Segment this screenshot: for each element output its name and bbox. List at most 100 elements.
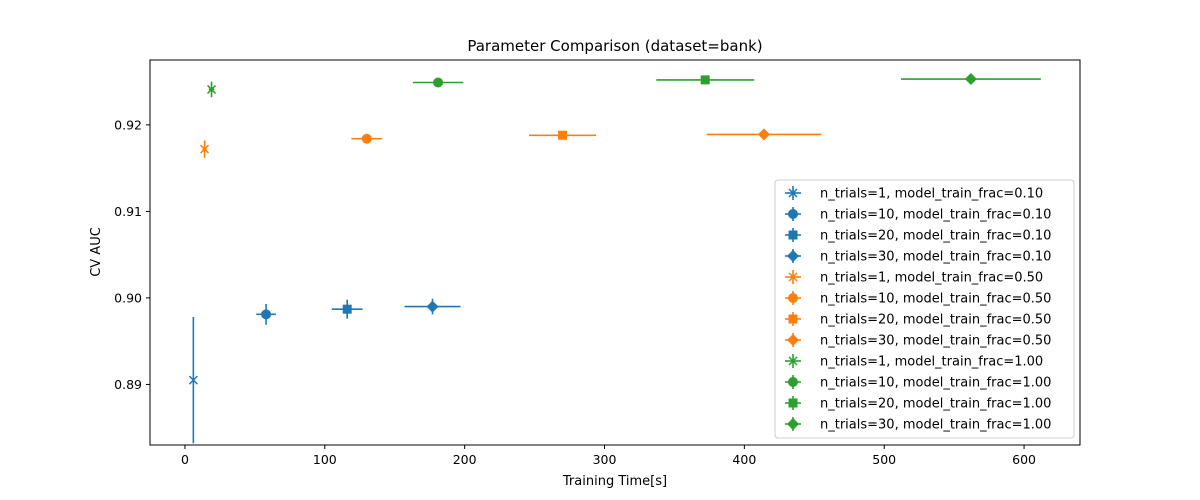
y-tick-label: 0.91	[114, 204, 142, 219]
legend-marker-shape	[787, 418, 799, 430]
data-marker-shape	[261, 309, 272, 320]
legend-marker	[788, 230, 798, 240]
legend-label: n_trials=1, model_train_frac=1.00	[820, 355, 1043, 370]
plot-frame	[149, 59, 1081, 446]
legend-entry-8: n_trials=30, model_train_frac=0.50	[785, 333, 1051, 349]
legend-entry-12: n_trials=30, model_train_frac=1.00	[785, 417, 1051, 433]
legend-marker-shape	[788, 209, 798, 219]
legend-label: n_trials=20, model_train_frac=0.50	[820, 313, 1051, 328]
data-marker	[426, 300, 439, 313]
data-point-12	[900, 73, 1041, 86]
data-point-10	[412, 77, 464, 88]
data-point-8	[706, 128, 822, 141]
x-tick-label: 100	[313, 452, 337, 467]
legend-entry-9: n_trials=1, model_train_frac=1.00	[785, 354, 1043, 370]
legend-marker	[788, 209, 798, 219]
legend-marker-shape	[788, 398, 798, 408]
data-marker-stroke-b	[207, 84, 217, 94]
legend-marker-shape	[788, 230, 798, 240]
data-marker-shape	[558, 130, 568, 140]
data-point-2	[256, 303, 276, 325]
plot-marks	[188, 73, 1041, 444]
legend-marker	[788, 377, 798, 387]
x-tick-label: 600	[1012, 452, 1036, 467]
data-marker	[558, 130, 568, 140]
legend-box	[774, 179, 1075, 439]
legend-label: n_trials=30, model_train_frac=1.00	[820, 418, 1051, 433]
legend-marker	[787, 250, 799, 262]
legend-label: n_trials=20, model_train_frac=0.10	[820, 229, 1051, 244]
data-marker-shape	[342, 304, 352, 314]
x-axis-label: Training Time[s]	[562, 474, 667, 489]
legend-marker	[788, 188, 798, 198]
legend-label: n_trials=10, model_train_frac=0.10	[820, 208, 1051, 223]
data-marker	[261, 309, 272, 320]
data-marker	[964, 73, 977, 86]
data-marker-shape	[426, 300, 439, 313]
legend-marker	[788, 398, 798, 408]
legend-marker	[788, 293, 798, 303]
legend-marker-shape	[788, 314, 798, 324]
data-marker	[433, 77, 444, 88]
data-marker-shape	[700, 75, 710, 85]
legend-label: n_trials=10, model_train_frac=1.00	[820, 376, 1051, 391]
data-point-7	[528, 130, 597, 140]
data-marker	[188, 375, 198, 385]
legend-entry-4: n_trials=30, model_train_frac=0.10	[785, 249, 1051, 265]
legend-marker-stroke-b	[788, 356, 798, 366]
data-marker	[757, 128, 770, 141]
y-axis-label: CV AUC	[89, 227, 104, 277]
data-marker-shape	[433, 77, 444, 88]
legend-marker-shape	[788, 377, 798, 387]
data-marker-shape	[361, 133, 372, 144]
data-marker	[342, 304, 352, 314]
legend-label: n_trials=1, model_train_frac=0.50	[820, 271, 1043, 286]
x-tick-label: 500	[872, 452, 896, 467]
legend: n_trials=1, model_train_frac=0.10 n_trial…	[774, 179, 1075, 439]
legend-entry-7: n_trials=20, model_train_frac=0.50	[785, 312, 1051, 328]
legend-marker-shape	[788, 293, 798, 303]
data-point-4	[404, 298, 461, 315]
legend-marker-shape	[787, 334, 799, 346]
legend-label: n_trials=1, model_train_frac=0.10	[820, 187, 1043, 202]
legend-entry-5: n_trials=1, model_train_frac=0.50	[785, 270, 1043, 286]
data-point-5	[200, 140, 210, 158]
data-point-1	[188, 316, 198, 444]
data-marker	[200, 144, 210, 154]
legend-marker-stroke-b	[788, 188, 798, 198]
x-tick-label: 400	[732, 452, 756, 467]
legend-marker	[788, 272, 798, 282]
legend-entry-11: n_trials=20, model_train_frac=1.00	[785, 396, 1051, 412]
legend-entry-3: n_trials=20, model_train_frac=0.10	[785, 228, 1051, 244]
legend-entry-1: n_trials=1, model_train_frac=0.10	[785, 186, 1043, 202]
x-tick-label: 200	[453, 452, 477, 467]
legend-marker-stroke-b	[788, 272, 798, 282]
legend-label: n_trials=30, model_train_frac=0.10	[820, 250, 1051, 265]
legend-marker-shape	[787, 250, 799, 262]
data-point-9	[207, 81, 217, 98]
data-point-3	[331, 299, 363, 319]
data-marker-shape	[964, 73, 977, 86]
data-marker	[700, 75, 710, 85]
legend-marker	[788, 314, 798, 324]
data-point-11	[656, 75, 755, 85]
legend-marker	[788, 356, 798, 366]
y-tick-label: 0.92	[114, 117, 142, 132]
data-marker-shape	[757, 128, 770, 141]
legend-entry-2: n_trials=10, model_train_frac=0.10	[785, 207, 1051, 223]
legend-label: n_trials=30, model_train_frac=0.50	[820, 334, 1051, 349]
legend-marker	[787, 334, 799, 346]
data-marker	[361, 133, 372, 144]
legend-label: n_trials=20, model_train_frac=1.00	[820, 397, 1051, 412]
y-tick-label: 0.90	[114, 290, 142, 305]
legend-label: n_trials=10, model_train_frac=0.50	[820, 292, 1051, 307]
legend-entry-6: n_trials=10, model_train_frac=0.50	[785, 291, 1051, 307]
legend-entry-10: n_trials=10, model_train_frac=1.00	[785, 375, 1051, 391]
y-tick-label: 0.89	[114, 377, 142, 392]
axis-ticks: 0 100 200 300 400 500 600 0.89 0.90 0.91 0.92	[114, 117, 1036, 467]
x-tick-label: 300	[593, 452, 617, 467]
data-marker-stroke-b	[188, 375, 198, 385]
x-tick-label: 0	[181, 452, 189, 467]
legend-marker	[787, 418, 799, 430]
